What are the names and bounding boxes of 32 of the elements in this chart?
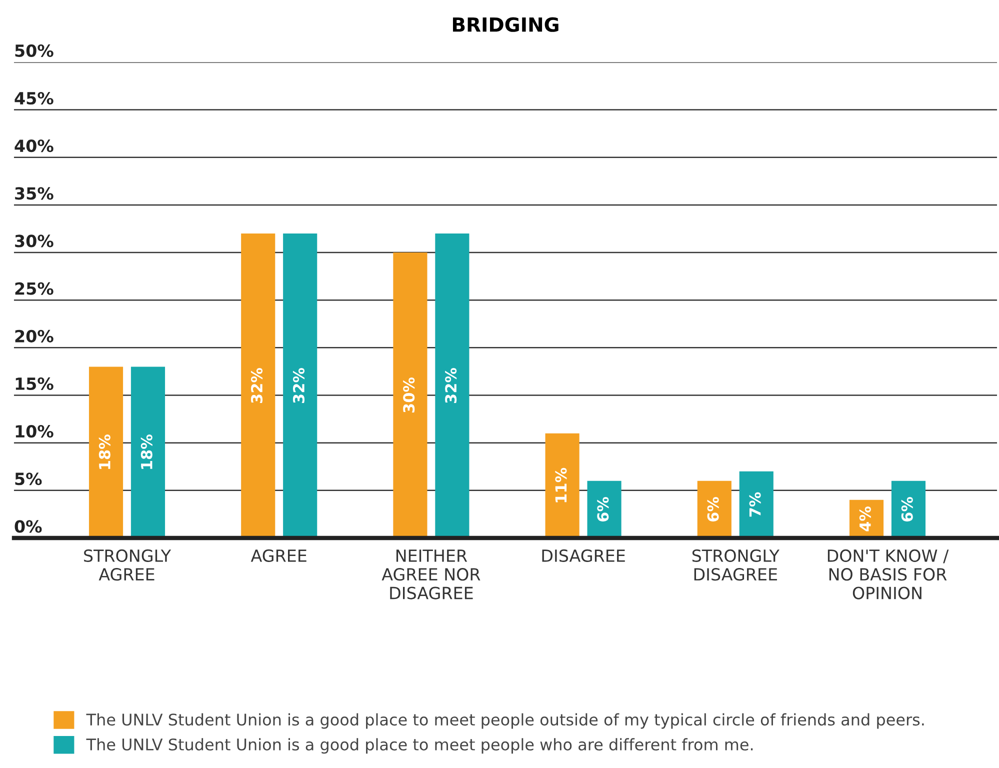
y-tick-label: 40% (14, 140, 54, 152)
y-tick-label: 50% (15, 44, 54, 57)
data-label: 6% (901, 496, 913, 522)
y-tick-label: 35% (15, 187, 54, 200)
data-label: 32% (292, 368, 305, 403)
y-tick-label: 15% (16, 377, 54, 390)
y-tick-label: 0% (14, 520, 42, 533)
y-tick-label: 10% (16, 424, 54, 438)
y-tick-label: 5% (15, 472, 42, 486)
x-tick-label: AGREE (250, 549, 306, 562)
chart-title: BRIDGING (452, 17, 558, 32)
data-label: 6% (597, 496, 609, 522)
legend-label: The UNLV Student Union is a good place to meet people who are different from me. (86, 738, 753, 754)
x-tick-label: STRONGLY AGREE (84, 549, 172, 581)
data-label: 18% (140, 434, 152, 469)
data-label: 30% (403, 377, 415, 413)
data-label: 4% (859, 506, 871, 532)
data-label: 7% (749, 492, 761, 517)
legend-label: The UNLV Student Union is a good place to meet people outside of my typical circle of friends and peers. (86, 713, 924, 729)
x-tick-label: STRONGLY DISAGREE (692, 549, 780, 581)
data-label: 6% (707, 496, 719, 522)
y-tick-label: 20% (15, 330, 54, 342)
x-tick-label: DON'T KNOW / NO BASIS FOR OPINION (828, 549, 949, 600)
data-label: 32% (445, 368, 457, 403)
x-tick-label: DISAGREE (542, 549, 625, 562)
y-tick-label: 45% (14, 92, 54, 105)
data-label: 11% (555, 468, 567, 502)
y-tick-label: 30% (15, 234, 54, 248)
x-tick-label: NEITHER AGREE NOR DISAGREE (382, 550, 480, 600)
data-label: 18% (98, 434, 110, 469)
data-label: 32% (250, 368, 263, 403)
y-tick-label: 25% (15, 282, 54, 295)
